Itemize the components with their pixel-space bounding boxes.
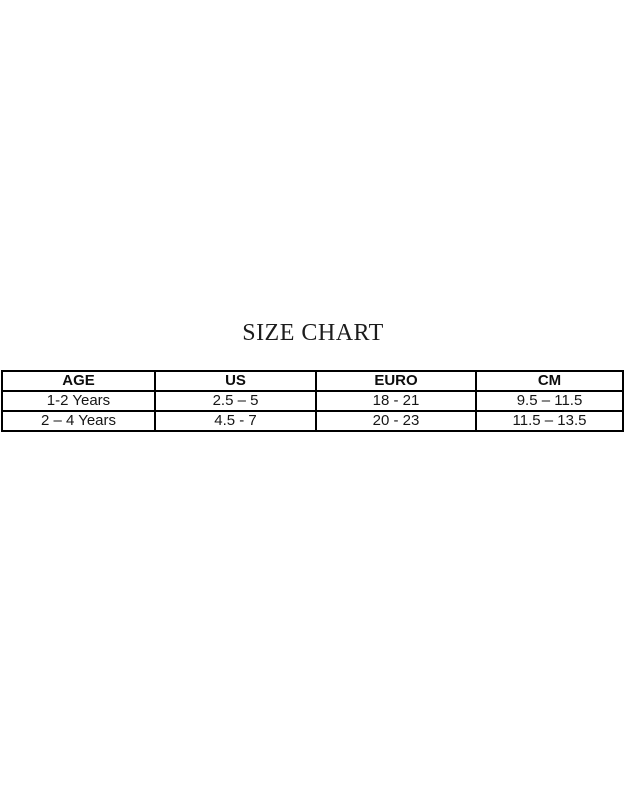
table-cell-euro: 20 - 23 [315,410,477,432]
table-row: 2 – 4 Years 4.5 - 7 20 - 23 11.5 – 13.5 [1,410,624,432]
table-cell-euro: 18 - 21 [315,390,477,412]
table-cell-age: 2 – 4 Years [1,410,156,432]
column-header-us: US [154,370,317,392]
table-row: 1-2 Years 2.5 – 5 18 - 21 9.5 – 11.5 [1,390,624,412]
table-cell-age: 1-2 Years [1,390,156,412]
table-cell-us: 2.5 – 5 [154,390,317,412]
column-header-cm: CM [475,370,624,392]
table-cell-us: 4.5 - 7 [154,410,317,432]
column-header-age: AGE [1,370,156,392]
column-header-euro: EURO [315,370,477,392]
size-chart-table: AGE US EURO CM 1-2 Years 2.5 – 5 18 - 21… [1,370,624,432]
page-title: SIZE CHART [242,320,384,346]
table-cell-cm: 11.5 – 13.5 [475,410,624,432]
header-row: AGE US EURO CM [1,370,624,392]
table-cell-cm: 9.5 – 11.5 [475,390,624,412]
